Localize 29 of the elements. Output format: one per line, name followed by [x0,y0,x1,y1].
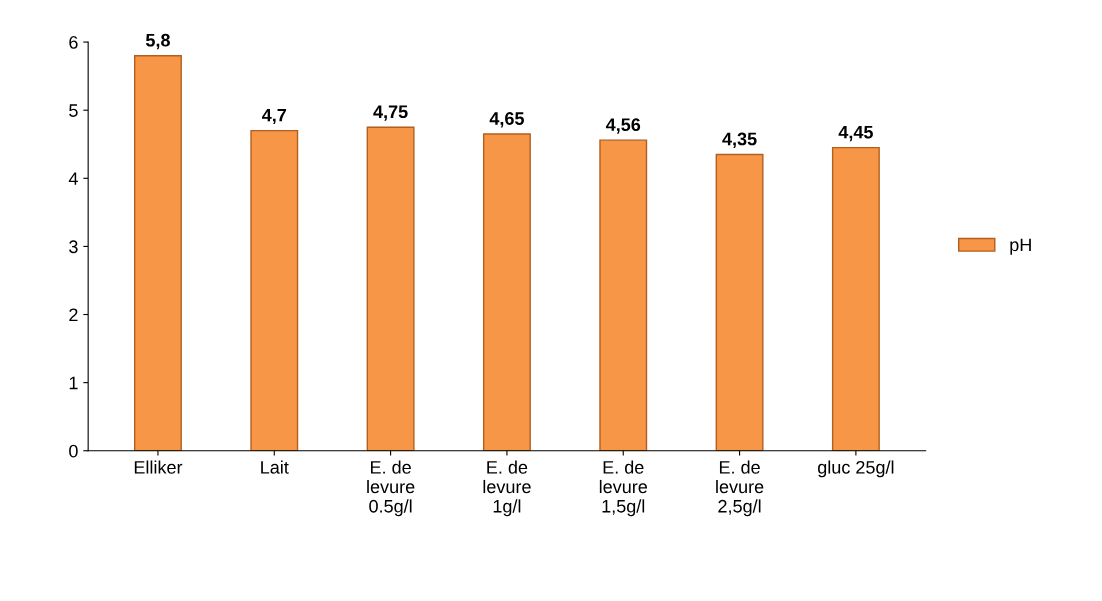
x-tick-label: E. de levure 2,5g/l [716,460,764,517]
bar [715,153,764,451]
y-tick-label: 2 [69,308,78,322]
x-tick-label: E. de levure 1g/l [483,460,531,517]
x-tick-label: Elliker [134,460,183,474]
bar [599,139,648,451]
legend-label: pH [1010,238,1031,255]
x-tick-label: Lait [261,460,289,474]
x-tick-label: gluc 25g/l [818,460,894,478]
y-tick-label: 1 [69,376,78,390]
data-label: 4,45 [838,125,873,142]
data-label: 4,7 [262,108,287,125]
y-tick-label: 0 [69,444,78,458]
y-tick-label: 6 [69,36,78,49]
bar [831,146,880,451]
data-label: 4,75 [373,105,408,121]
y-tick-label: 5 [69,104,78,117]
data-label: 4,56 [605,118,641,134]
bar [250,129,299,451]
x-tick-label: E. de levure 1,5g/l [599,460,648,517]
y-tick-label: 3 [69,240,78,254]
data-label: 4,35 [722,132,757,148]
x-tick-label: E. de levure 0.5g/l [367,460,415,517]
y-tick-label: 4 [68,172,78,185]
bar [366,126,415,451]
bar [482,133,531,451]
bar [133,54,182,451]
data-label: 4,65 [489,112,524,128]
data-label: 5,8 [145,33,170,50]
